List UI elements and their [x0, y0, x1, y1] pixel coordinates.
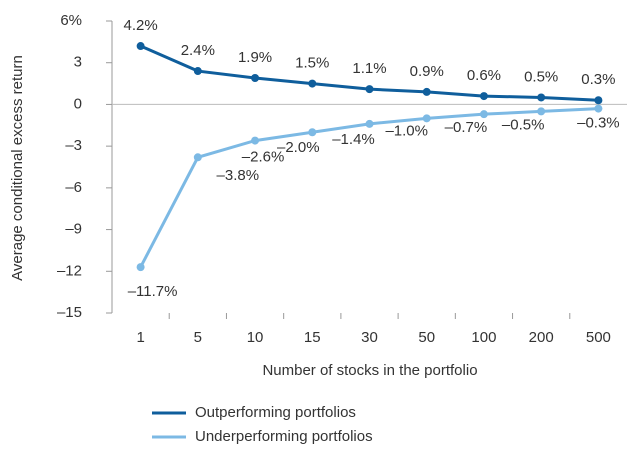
y-tick-label: –3 — [65, 137, 82, 154]
x-tick-label: 100 — [471, 329, 496, 346]
y-tick-label: –12 — [57, 262, 82, 279]
point — [422, 87, 431, 96]
value-label: –11.7% — [128, 283, 178, 300]
value-label: –0.5% — [502, 116, 545, 133]
value-label: 0.5% — [524, 68, 558, 85]
value-label: –1.0% — [385, 122, 428, 139]
value-label: 0.6% — [467, 67, 501, 84]
value-label: 0.9% — [410, 63, 444, 80]
point — [594, 96, 603, 105]
y-tick-label: 6% — [60, 12, 82, 29]
y-tick-label: –15 — [57, 304, 82, 321]
point — [537, 93, 546, 102]
x-tick-label: 500 — [586, 329, 611, 346]
point — [193, 153, 202, 162]
value-label: 1.5% — [295, 55, 329, 72]
value-label: 2.4% — [181, 42, 215, 59]
x-tick-label: 1 — [136, 329, 144, 346]
point — [193, 67, 202, 76]
value-label: 1.1% — [352, 60, 386, 77]
value-label: 0.3% — [581, 71, 615, 88]
value-label: 1.9% — [238, 49, 272, 66]
point — [136, 263, 145, 272]
value-label: 4.2% — [124, 17, 158, 34]
legend-label: Underperforming portfolios — [195, 428, 373, 445]
y-tick-label: 3 — [74, 54, 82, 71]
value-label: –1.4% — [332, 131, 375, 148]
x-axis-label: Number of stocks in the portfolio — [262, 362, 477, 379]
x-tick-label: 15 — [304, 329, 321, 346]
point — [365, 119, 374, 128]
value-label: –3.8% — [217, 167, 260, 184]
value-label: –0.7% — [445, 119, 488, 136]
x-tick-label: 5 — [194, 329, 202, 346]
value-label: –2.6% — [242, 149, 285, 166]
point — [479, 110, 488, 119]
x-tick-label: 10 — [247, 329, 264, 346]
x-tick-label: 30 — [361, 329, 378, 346]
point — [422, 114, 431, 123]
point — [308, 79, 317, 88]
value-label: –2.0% — [277, 139, 320, 156]
point — [479, 92, 488, 101]
y-tick-label: –6 — [65, 179, 82, 196]
value-label: –0.3% — [577, 115, 620, 132]
point — [594, 104, 603, 113]
legend-label: Outperforming portfolios — [195, 404, 356, 421]
point — [308, 128, 317, 137]
y-axis-label: Average conditional excess return — [9, 55, 26, 281]
point — [251, 74, 260, 83]
y-tick-label: –9 — [65, 221, 82, 238]
y-tick-label: 0 — [74, 95, 82, 112]
point — [251, 136, 260, 145]
point — [136, 42, 145, 51]
point — [537, 107, 546, 116]
x-tick-label: 50 — [418, 329, 435, 346]
point — [365, 85, 374, 94]
x-tick-label: 200 — [529, 329, 554, 346]
